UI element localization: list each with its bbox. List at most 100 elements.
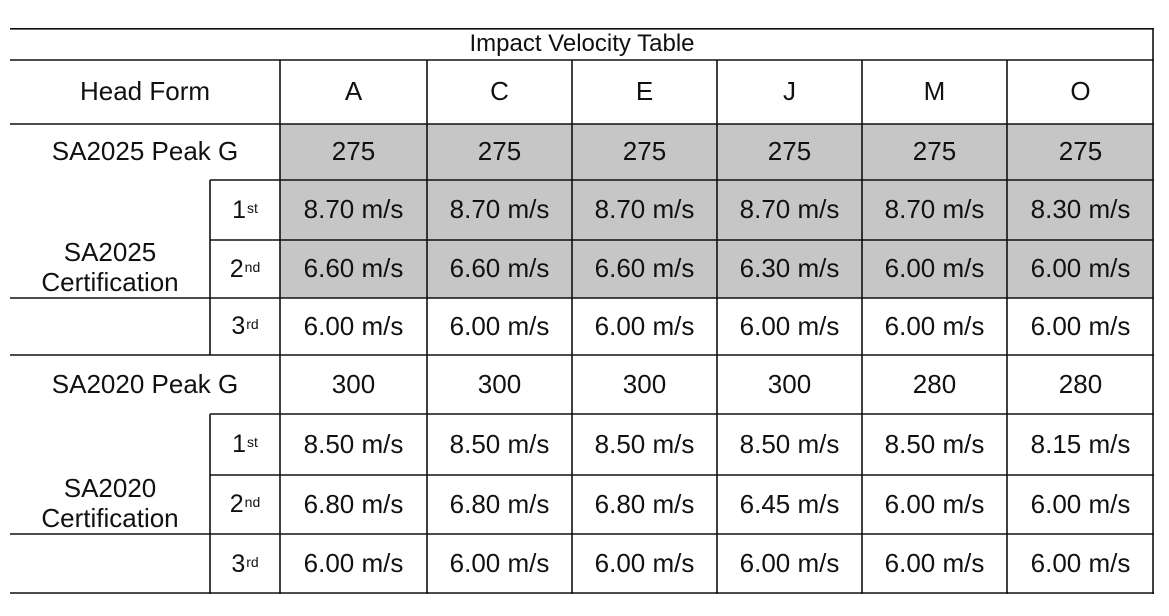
velocity-value: 6.80 m/s	[594, 488, 695, 519]
peak-shade	[572, 124, 717, 180]
velocity-value: 6.80 m/s	[449, 488, 550, 519]
peak-g-value: 280	[912, 368, 957, 399]
head-form-label: Head Form	[79, 76, 211, 107]
certification-word: Certification	[41, 503, 179, 533]
impact-shade	[717, 180, 862, 240]
impact-shade	[1007, 240, 1154, 298]
peak-shade	[717, 124, 862, 180]
ordinal-suffix: nd	[244, 258, 261, 275]
head-form-o: O	[1070, 76, 1091, 107]
ordinal-number: 3	[231, 312, 246, 341]
ordinal-suffix: nd	[244, 494, 261, 511]
velocity-value: 8.70 m/s	[884, 194, 985, 225]
ordinal-number: 2	[229, 254, 244, 283]
head-form-e: E	[635, 76, 654, 107]
impact-shade	[427, 180, 572, 240]
impact-shade	[862, 180, 1007, 240]
velocity-value: 8.50 m/s	[884, 428, 985, 459]
velocity-value: 8.15 m/s	[1030, 428, 1131, 459]
peak-g-value: 300	[622, 368, 667, 399]
velocity-value: 8.70 m/s	[303, 194, 404, 225]
velocity-value: 8.50 m/s	[303, 428, 404, 459]
peak-shade	[862, 124, 1007, 180]
table-lines	[10, 28, 1154, 594]
ordinal-suffix: rd	[246, 316, 259, 333]
ordinal-suffix: rd	[246, 553, 259, 570]
velocity-value: 6.00 m/s	[449, 548, 550, 579]
velocity-value: 6.60 m/s	[303, 253, 404, 284]
ordinal-number: 1	[232, 195, 246, 224]
certification-standard: SA2020	[63, 473, 157, 504]
velocity-value: 8.50 m/s	[449, 428, 550, 459]
velocity-value: 8.70 m/s	[739, 194, 840, 225]
peak-shade	[1007, 124, 1154, 180]
peak-g-value: 275	[1058, 136, 1103, 167]
impact-shade	[572, 240, 717, 298]
head-form-j: J	[783, 76, 796, 107]
ordinal-suffix: st	[247, 199, 258, 216]
velocity-value: 6.00 m/s	[303, 548, 404, 579]
impact-shade	[1007, 180, 1154, 240]
impact-velocity-table: Impact Velocity Table Head Form A C E J M O SA20…	[10, 28, 1154, 594]
peak-g-value: 275	[331, 136, 376, 167]
velocity-value: 6.00 m/s	[1030, 310, 1131, 341]
peak-g-label: SA2025 Peak G	[51, 136, 239, 167]
velocity-value: 6.00 m/s	[739, 548, 840, 579]
velocity-value: 8.50 m/s	[739, 428, 840, 459]
impact-shade	[862, 240, 1007, 298]
velocity-value: 6.00 m/s	[884, 488, 985, 519]
impact-shade	[717, 240, 862, 298]
impact-shade	[427, 240, 572, 298]
velocity-value: 8.70 m/s	[449, 194, 550, 225]
velocity-value: 8.70 m/s	[594, 194, 695, 225]
velocity-value: 6.45 m/s	[739, 488, 840, 519]
peak-shade	[427, 124, 572, 180]
impact-shade	[280, 240, 427, 298]
peak-g-value: 275	[767, 136, 812, 167]
ordinal-number: 1	[232, 430, 246, 459]
impact-shade	[280, 180, 427, 240]
certification-label: SA2020 Certification	[10, 414, 210, 594]
velocity-value: 6.00 m/s	[1030, 548, 1131, 579]
velocity-value: 8.30 m/s	[1030, 194, 1131, 225]
impact-shade	[572, 180, 717, 240]
peak-g-value: 275	[912, 136, 957, 167]
peak-g-value: 280	[1058, 368, 1103, 399]
peak-g-value: 275	[477, 136, 522, 167]
ordinal-number: 3	[231, 549, 246, 578]
table-title: Impact Velocity Table	[469, 30, 695, 58]
velocity-value: 6.30 m/s	[739, 253, 840, 284]
velocity-value: 6.00 m/s	[594, 310, 695, 341]
peak-g-value: 300	[331, 368, 376, 399]
certification-word: Certification	[41, 266, 179, 297]
peak-g-value: 275	[622, 136, 667, 167]
head-form-c: C	[490, 76, 509, 107]
ordinal-number: 2	[229, 490, 244, 519]
table-grid: Impact Velocity Table Head Form A C E J M O SA20…	[10, 28, 1154, 594]
head-form-a: A	[344, 76, 363, 107]
peak-g-value: 300	[477, 368, 522, 399]
peak-shade	[280, 124, 427, 180]
velocity-value: 6.00 m/s	[1030, 253, 1131, 284]
peak-g-value: 300	[767, 368, 812, 399]
velocity-value: 6.00 m/s	[449, 310, 550, 341]
velocity-value: 6.00 m/s	[884, 310, 985, 341]
velocity-value: 6.00 m/s	[594, 548, 695, 579]
ordinal-suffix: st	[247, 434, 258, 451]
velocity-value: 8.50 m/s	[594, 428, 695, 459]
certification-label: SA2025 Certification	[10, 180, 210, 355]
velocity-value: 6.60 m/s	[594, 253, 695, 284]
velocity-value: 6.60 m/s	[449, 253, 550, 284]
velocity-value: 6.00 m/s	[884, 253, 985, 284]
velocity-value: 6.00 m/s	[1030, 488, 1131, 519]
velocity-value: 6.00 m/s	[739, 310, 840, 341]
certification-standard: SA2025	[63, 236, 157, 267]
velocity-value: 6.00 m/s	[884, 548, 985, 579]
peak-g-label: SA2020 Peak G	[51, 368, 239, 399]
